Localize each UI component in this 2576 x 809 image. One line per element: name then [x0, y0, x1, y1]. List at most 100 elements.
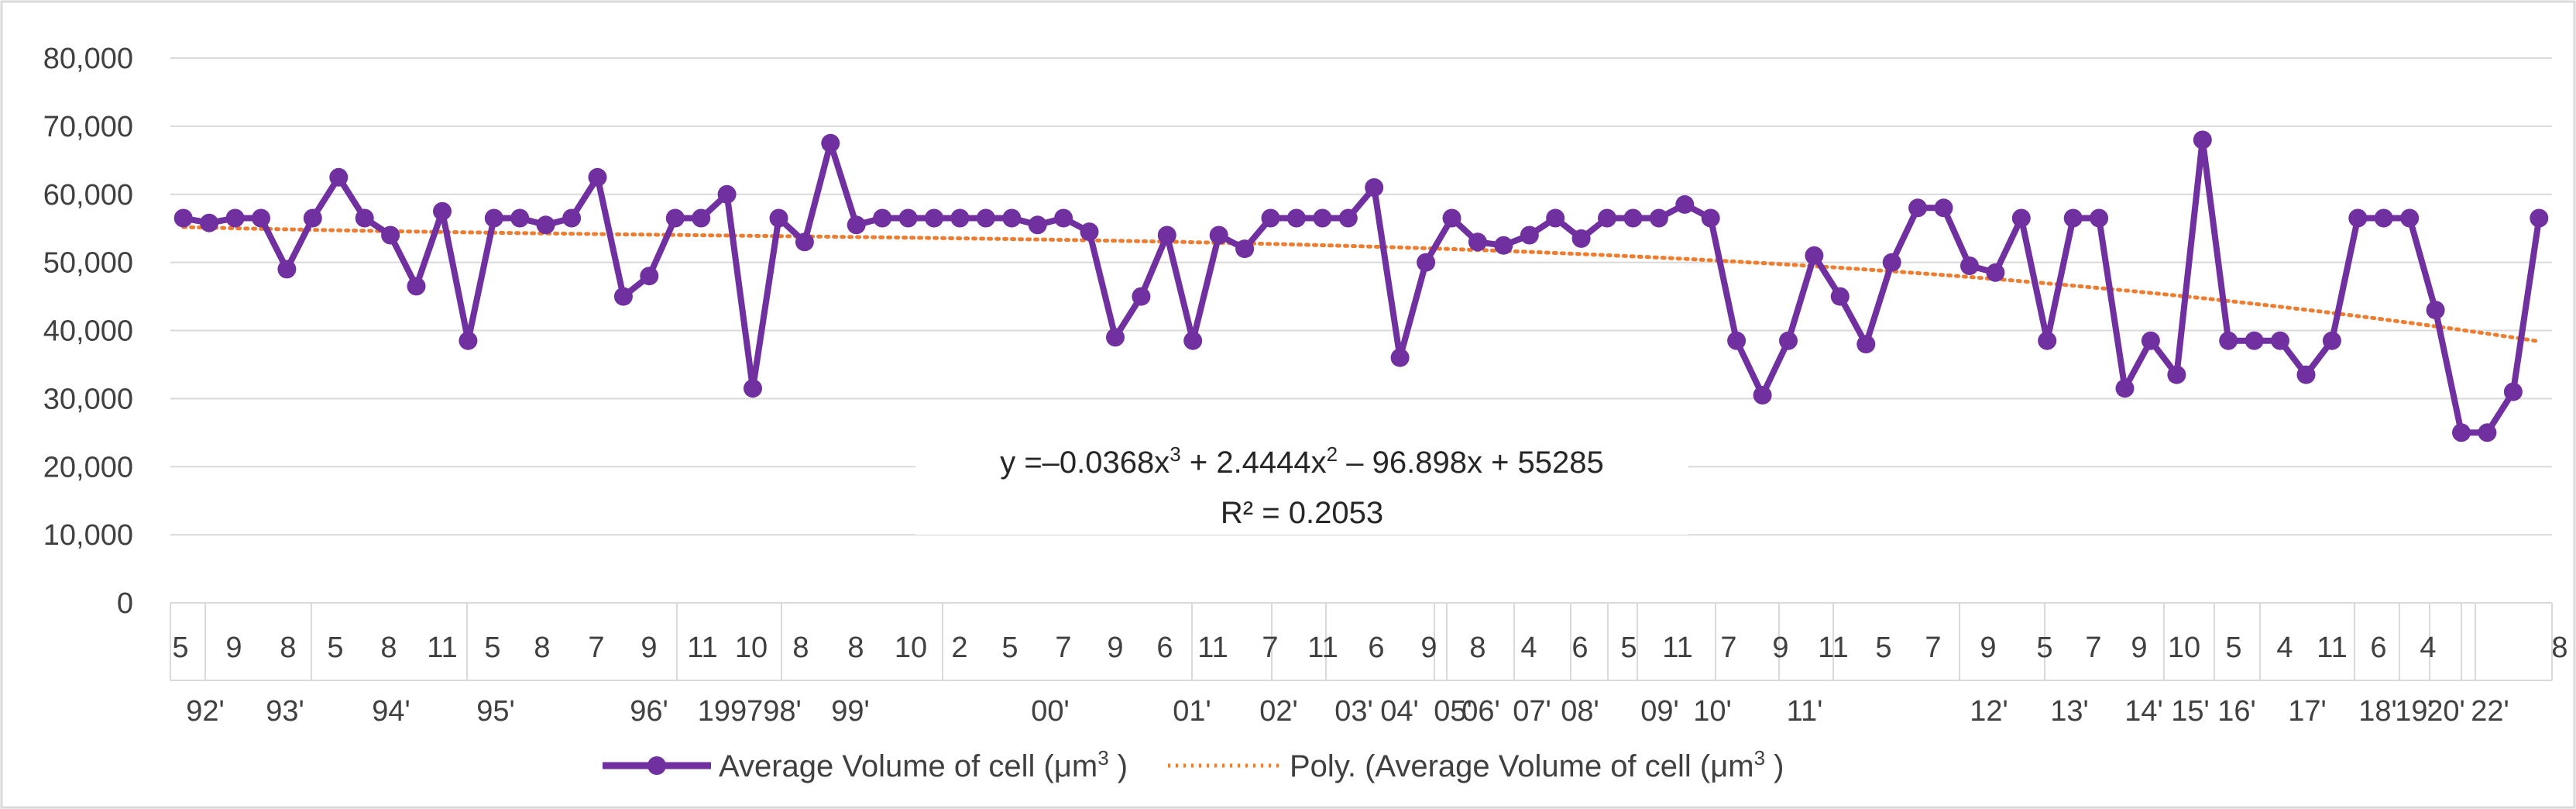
- x-tick-month: 11: [1818, 632, 1848, 664]
- x-tick-month: 8: [380, 632, 397, 664]
- x-tick-year: 1997: [698, 695, 764, 728]
- data-point: [665, 208, 685, 228]
- x-tick-year: 09': [1640, 695, 1679, 728]
- data-point: [2115, 379, 2135, 398]
- data-point: [562, 208, 582, 228]
- x-tick-month: 4: [1520, 632, 1537, 664]
- x-tick-month: 9: [225, 632, 242, 664]
- y-axis-ticks: 0 10,000 20,000 30,000 40,000 50,000 60,000 70,…: [43, 43, 133, 620]
- equation-box: y =–0.0368x3 + 2.4444x2 – 96.898x + 5528…: [915, 425, 1688, 535]
- data-point: [1417, 253, 1436, 272]
- x-tick-month: 4: [2420, 632, 2436, 664]
- data-point: [1080, 222, 1099, 242]
- x-tick-month: 5: [2036, 632, 2052, 664]
- data-point: [2426, 301, 2445, 320]
- x-tick-year: 11': [1787, 695, 1823, 728]
- x-tick-year: 04': [1380, 695, 1419, 728]
- x-tick-year: 18': [2358, 695, 2397, 728]
- data-point: [459, 331, 478, 350]
- data-point: [1623, 208, 1643, 228]
- data-point: [329, 167, 349, 187]
- data-point: [873, 208, 892, 228]
- x-tick-year: 01': [1173, 695, 1211, 728]
- data-point: [1235, 239, 1255, 259]
- x-tick-month: 10: [2168, 632, 2200, 664]
- x-tick-month: 8: [280, 632, 296, 664]
- x-tick-month: 6: [2370, 632, 2386, 664]
- x-tick-year: 16': [2217, 695, 2256, 728]
- x-tick-month: 9: [641, 632, 657, 664]
- y-tick-label: 70,000: [43, 111, 133, 143]
- x-tick-month: 11: [687, 632, 717, 664]
- x-tick-year: 06': [1461, 695, 1500, 728]
- data-point: [1054, 208, 1073, 228]
- data-point: [2296, 365, 2316, 384]
- x-tick-year: 02': [1259, 695, 1298, 728]
- data-point: [1286, 208, 1306, 228]
- legend-series-marker: [647, 756, 666, 775]
- x-tick-month: 11: [1662, 632, 1692, 664]
- x-tick-month: 11: [2317, 632, 2347, 664]
- data-point: [1338, 208, 1358, 228]
- x-tick-month: 8: [792, 632, 809, 664]
- data-point: [1442, 208, 1461, 228]
- data-point: [1598, 208, 1616, 228]
- x-tick-month: 2: [951, 632, 967, 664]
- data-point: [536, 215, 555, 235]
- data-point: [795, 232, 814, 252]
- data-point: [225, 208, 245, 228]
- data-point: [381, 225, 400, 245]
- x-tick-month: 7: [2085, 632, 2101, 664]
- x-tick-year: 95': [476, 695, 515, 728]
- x-tick-month: 8: [847, 632, 864, 664]
- data-point: [407, 277, 426, 296]
- data-point: [2374, 208, 2393, 228]
- x-tick-month: 6: [1156, 632, 1173, 664]
- data-point: [692, 208, 711, 228]
- y-tick-label: 60,000: [43, 179, 133, 212]
- x-tick-year: 14': [2124, 695, 2163, 728]
- data-point: [1779, 331, 1798, 350]
- x-tick-month: 9: [1980, 632, 1996, 664]
- data-point: [2503, 382, 2523, 401]
- legend: Average Volume of cell (μm3 ) Poly. (Ave…: [603, 746, 1784, 783]
- x-tick-month: 8: [2551, 632, 2567, 664]
- data-point: [821, 133, 840, 153]
- x-tick-month: 5: [1875, 632, 1891, 664]
- data-point: [510, 208, 530, 228]
- data-point: [1468, 232, 1487, 252]
- data-point: [2348, 208, 2368, 228]
- data-point: [1390, 348, 1410, 367]
- legend-trend-label: Poly. (Average Volume of cell (μm3 ): [1290, 746, 1784, 783]
- data-point: [1701, 208, 1720, 228]
- x-tick-month: 4: [2276, 632, 2293, 664]
- data-point: [1675, 195, 1695, 214]
- data-point: [1261, 208, 1280, 228]
- data-point: [1546, 208, 1565, 228]
- x-tick-year: 98': [763, 695, 802, 728]
- data-point: [1830, 287, 1850, 306]
- x-tick-year: 07': [1513, 695, 1551, 728]
- trendline-layer: [181, 225, 2541, 343]
- data-point: [2400, 208, 2420, 228]
- data-point: [1856, 335, 1876, 354]
- data-point: [1494, 236, 1513, 255]
- x-tick-month: 11: [1197, 632, 1228, 664]
- data-point: [2167, 365, 2186, 384]
- x-tick-year: 20': [2427, 695, 2465, 728]
- data-point: [2245, 331, 2264, 350]
- x-tick-year: 99': [831, 695, 870, 728]
- data-point: [2322, 331, 2341, 350]
- data-point: [1934, 198, 1953, 218]
- x-tick-year: 15': [2171, 695, 2210, 728]
- y-tick-label: 0: [117, 587, 133, 620]
- data-point: [1805, 246, 1824, 265]
- data-point: [303, 208, 322, 228]
- x-tick-month: 5: [1001, 632, 1018, 664]
- data-point: [1753, 386, 1772, 404]
- data-point: [200, 213, 219, 232]
- x-tick-month: 7: [1055, 632, 1071, 664]
- data-point: [1908, 198, 1928, 218]
